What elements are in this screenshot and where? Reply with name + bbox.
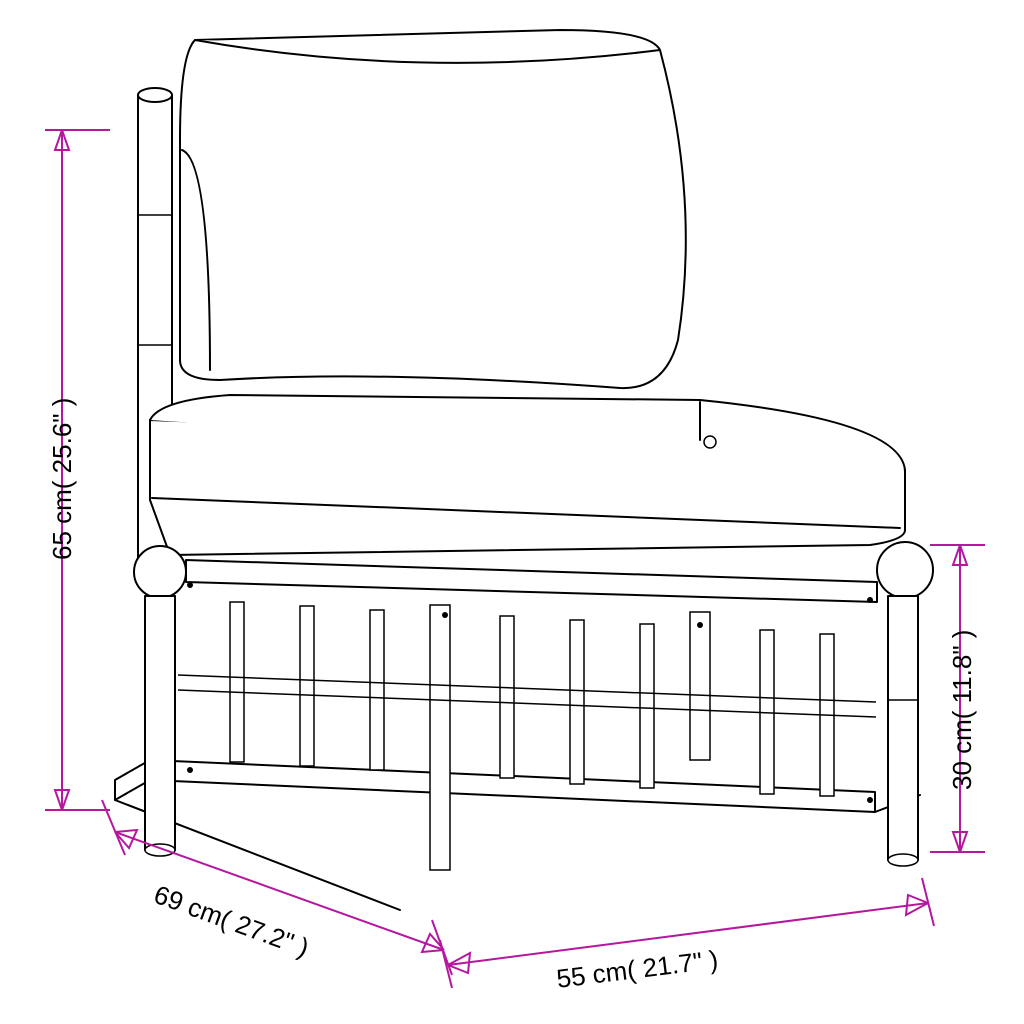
dim-seat-height-label: 30 cm( 11.8" ) <box>948 630 977 790</box>
dim-height-label: 65 cm( 25.6" ) <box>48 398 77 560</box>
diagram-svg <box>0 0 1024 1024</box>
chair-drawing <box>115 30 933 910</box>
